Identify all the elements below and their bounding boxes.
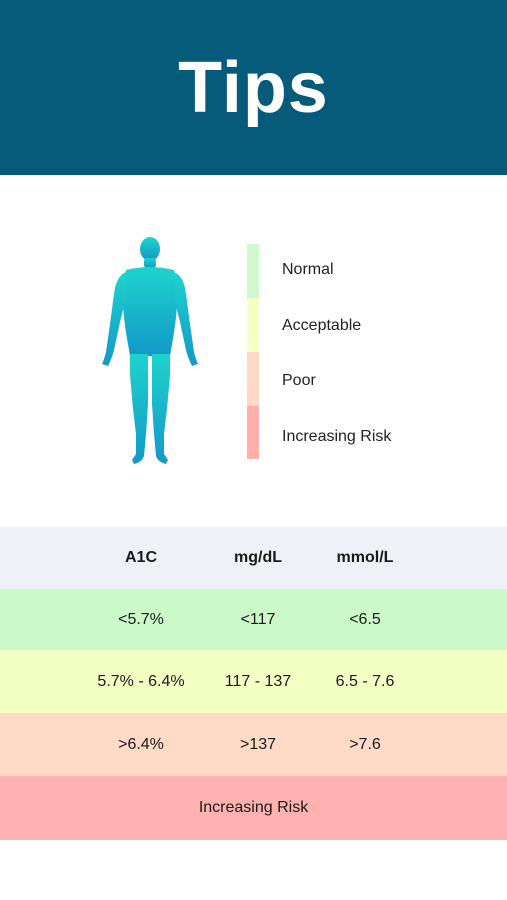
legend-color-acceptable	[247, 298, 259, 352]
legend-color-increasing-risk	[247, 406, 259, 459]
column-header-mmoll: mmol/L	[336, 549, 394, 566]
table-cell: <117	[240, 610, 276, 628]
column-header-a1c: A1C	[124, 549, 157, 566]
legend-label-increasing-risk: Increasing Risk	[282, 428, 392, 445]
human-body-icon	[96, 234, 204, 466]
table-cell: Increasing Risk	[198, 799, 309, 816]
column-header-mgdl: mg/dL	[234, 549, 282, 566]
legend-color-normal	[247, 244, 259, 298]
legend-color-poor	[247, 352, 259, 406]
table-row-increasing-risk: Increasing Risk	[0, 776, 507, 840]
table-cell: >6.4%	[118, 735, 164, 753]
table-cell: 6.5 - 7.6	[335, 672, 395, 690]
page-title: Tips	[178, 47, 329, 128]
table-cell: <6.5	[349, 610, 381, 628]
table-cell: >7.6	[349, 735, 381, 753]
table-row-poor: >6.4% >137 >7.6	[0, 713, 507, 776]
table-cell: 117 - 137	[224, 672, 292, 690]
table-cell: <5.7%	[118, 610, 164, 628]
table-row-normal: <5.7% <117 <6.5	[0, 589, 507, 650]
header-bar: Tips	[0, 0, 507, 175]
table-row-acceptable: 5.7% - 6.4% 117 - 137 6.5 - 7.6	[0, 650, 507, 713]
legend-label-normal: Normal	[282, 261, 334, 278]
legend-label-poor: Poor	[282, 372, 316, 389]
table-cell: >137	[239, 735, 277, 753]
table-cell: 5.7% - 6.4%	[97, 672, 185, 690]
table-header-row: A1C mg/dL mmol/L	[0, 527, 507, 589]
legend-label-acceptable: Acceptable	[282, 317, 362, 334]
